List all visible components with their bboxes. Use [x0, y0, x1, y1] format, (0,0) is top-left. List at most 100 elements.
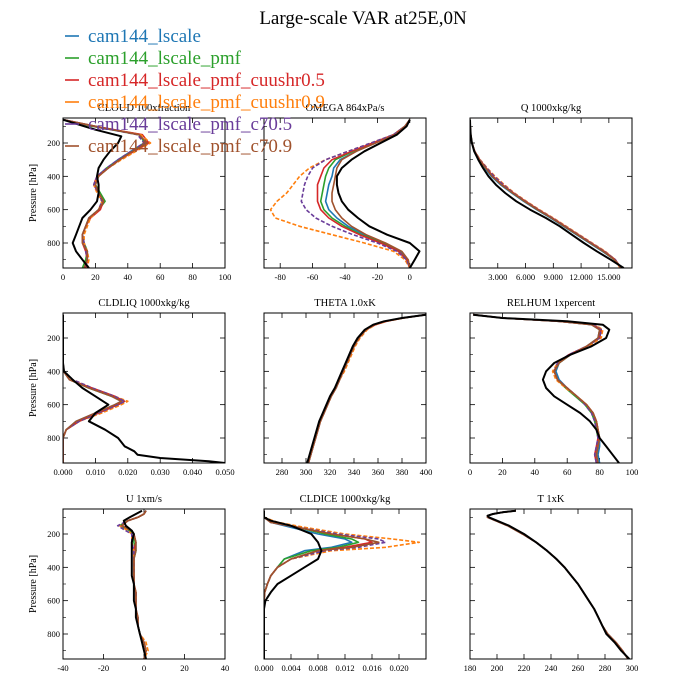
- series-group: [486, 509, 631, 659]
- x-tick-label: 0.020: [118, 467, 137, 477]
- series-line-6: [63, 314, 123, 463]
- x-tick-label: 60: [563, 467, 572, 477]
- legend-label: cam144_lscale_pmf: [88, 48, 242, 69]
- legend-item: cam144_lscale_pmf_cuushr0.9: [65, 92, 325, 113]
- y-axis-label: Pressure [hPa]: [28, 359, 39, 417]
- x-tick-label: 0.016: [362, 663, 381, 673]
- x-tick-label: 260: [572, 663, 585, 673]
- x-tick-label: 60: [156, 272, 165, 282]
- x-tick-label: 220: [518, 663, 531, 673]
- x-tick-label: 180: [464, 663, 477, 673]
- series-line-2: [307, 313, 426, 463]
- x-tick-label: 380: [396, 467, 409, 477]
- series-line-5: [63, 314, 126, 463]
- legend-item: cam144_lscale_pmf_cuushr0.5: [65, 70, 325, 91]
- y-tick-label: 800: [47, 238, 60, 248]
- observation-line: [473, 313, 620, 463]
- x-tick-label: 100: [219, 272, 232, 282]
- x-tick-label: 80: [595, 467, 604, 477]
- plot-frame: [62, 508, 226, 660]
- x-tick-label: 6.000: [516, 272, 535, 282]
- x-tick-label: 0.000: [53, 467, 72, 477]
- series-line-6: [307, 313, 426, 463]
- panel-4: CLDLIQ 1000xkg/kg Pressure [hPa] 200 400 600…: [28, 298, 235, 477]
- x-tick-label: 0.030: [151, 467, 170, 477]
- x-tick-label: -40: [57, 663, 68, 673]
- legend-item: cam144_lscale_pmf_c70.5: [65, 114, 292, 135]
- series-group: [269, 119, 421, 268]
- x-tick-label: 20: [180, 663, 189, 673]
- y-axis-label: Pressure [hPa]: [28, 555, 39, 613]
- y-tick-label: 600: [47, 400, 60, 410]
- series-line-2: [486, 509, 629, 659]
- panel-title: RELHUM 1xpercent: [507, 298, 595, 309]
- x-tick-label: 12.000: [569, 272, 592, 282]
- series-line-4: [473, 313, 604, 463]
- series-line-2: [319, 119, 411, 268]
- y-tick-label: 400: [47, 171, 60, 181]
- x-tick-label: 9.000: [544, 272, 563, 282]
- series-line-5: [470, 119, 622, 268]
- plot-frame: [263, 117, 427, 269]
- x-tick-label: 300: [626, 663, 639, 673]
- observation-line: [470, 119, 625, 268]
- x-tick-label: -20: [372, 272, 383, 282]
- x-tick-label: 0.010: [86, 467, 105, 477]
- y-axis-label: Pressure [hPa]: [28, 164, 39, 222]
- legend-label: cam144_lscale: [88, 26, 201, 47]
- series-line-6: [486, 509, 629, 659]
- x-tick-label: 340: [348, 467, 361, 477]
- panel-9: T 1xK 180 200 220 240 260 280 300: [464, 494, 639, 673]
- x-tick-label: 0.000: [254, 663, 273, 673]
- legend: cam144_lscalecam144_lscale_pmfcam144_lsc…: [65, 26, 325, 157]
- x-tick-label: 200: [491, 663, 504, 673]
- y-tick-label: 200: [47, 138, 60, 148]
- panel-5: THETA 1.0xK 280 300 320 340 360 380 400: [263, 298, 433, 477]
- plot-frame: [62, 117, 226, 269]
- series-line-5: [307, 313, 426, 463]
- series-line-1: [486, 509, 629, 659]
- panel-8: CLDICE 1000xkg/kg 0.000 0.004 0.008 0.012 0.0…: [254, 494, 427, 673]
- series-group: [63, 118, 152, 268]
- legend-label: cam144_lscale_pmf_cuushr0.9: [88, 92, 325, 113]
- x-tick-label: 240: [545, 663, 558, 673]
- x-tick-label: -20: [98, 663, 109, 673]
- x-tick-label: 20: [91, 272, 100, 282]
- x-tick-label: 0: [61, 272, 65, 282]
- series-line-2: [473, 313, 603, 463]
- panel-title: OMEGA 864xPa/s: [305, 103, 384, 114]
- y-tick-label: 200: [47, 333, 60, 343]
- observation-line: [486, 509, 631, 659]
- x-tick-label: 40: [221, 663, 230, 673]
- x-tick-label: 20: [498, 467, 507, 477]
- x-tick-label: 40: [124, 272, 133, 282]
- plot-frame: [469, 312, 633, 464]
- series-group: [306, 313, 426, 463]
- series-line-5: [300, 119, 411, 268]
- panel-title: CLDICE 1000xkg/kg: [300, 494, 391, 505]
- panel-title: T 1xK: [538, 494, 565, 505]
- plot-frame: [469, 508, 633, 660]
- x-tick-label: 300: [300, 467, 313, 477]
- x-tick-label: 0.004: [281, 663, 301, 673]
- x-tick-label: 0.020: [389, 663, 408, 673]
- series-line-1: [473, 313, 601, 463]
- series-line-1: [470, 119, 623, 268]
- observation-line: [335, 119, 421, 268]
- x-tick-label: 400: [420, 467, 433, 477]
- series-group: [470, 119, 625, 268]
- x-tick-label: 0.008: [308, 663, 327, 673]
- y-tick-label: 400: [47, 366, 60, 376]
- series-line-3: [486, 509, 629, 659]
- series-group: [264, 510, 421, 659]
- observation-line: [122, 509, 147, 659]
- panel-3: Q 1000xkg/kg 3.000 6.000 9.000 12.000 15.000: [469, 103, 633, 282]
- panel-title: THETA 1.0xK: [314, 298, 376, 309]
- x-tick-label: 280: [276, 467, 289, 477]
- series-group: [473, 313, 620, 463]
- x-tick-label: 360: [372, 467, 385, 477]
- x-tick-label: 40: [531, 467, 540, 477]
